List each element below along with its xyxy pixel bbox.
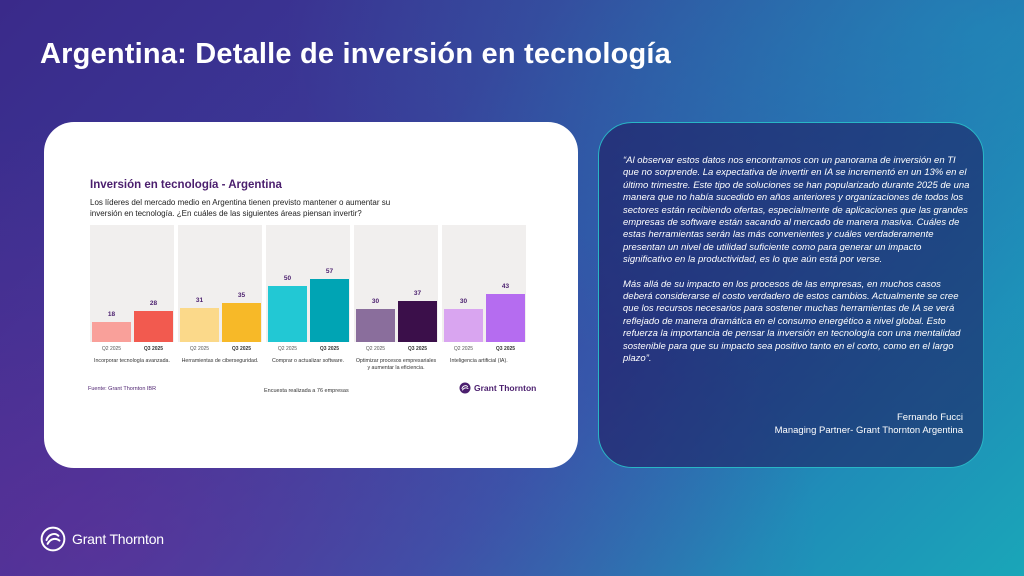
bar-value-label: 43 [501,283,510,290]
quote-text: “Al observar estos datos nos encontramos… [623,155,971,366]
chart-note: Encuesta realizada a 76 empresas [264,388,349,394]
bar-value-label: 57 [325,268,334,275]
chart-bar [268,286,307,342]
chart-bar [398,301,437,342]
bar-value-label: 28 [149,300,158,307]
chart-subtitle: Los líderes del mercado medio en Argenti… [90,198,391,218]
category-label: Herramientas de ciberseguridad. [181,358,259,364]
bar-value-label: 50 [283,275,292,282]
chart-bar [134,311,173,342]
bar-value-label: 30 [459,298,468,305]
quote-role: Managing Partner- Grant Thornton Argenti… [774,425,963,436]
x-tick-label: Q3 2025 [319,346,340,352]
x-tick-label: Q2 2025 [365,346,386,352]
chart-card: Inversión en tecnología - Argentina Los … [44,122,578,468]
footer-logo-text: Grant Thornton [72,531,164,547]
quote-signature: Fernando Fucci Managing Partner- Grant T… [775,411,963,437]
category-label: Optimizar procesos empresariales y aumen… [355,358,437,371]
page-title: Argentina: Detalle de inversión en tecno… [40,38,672,70]
x-tick-label: Q3 2025 [143,346,164,352]
x-tick-label: Q3 2025 [407,346,428,352]
x-tick-label: Q2 2025 [101,346,122,352]
card-logo-text: Grant Thornton [474,383,537,393]
chart-bar [180,308,219,342]
quote-paragraph-2: Más allá de su impacto en los procesos d… [623,278,961,365]
grant-thornton-logo-icon [459,382,471,394]
chart-bar [222,303,261,342]
bar-value-label: 35 [237,292,246,299]
quote-paragraph-1: “Al observar estos datos nos encontramos… [623,155,970,266]
chart-bar [444,309,483,342]
footer-logo: Grant Thornton [40,526,164,552]
bar-value-label: 31 [195,297,204,304]
bar-value-label: 30 [371,298,380,305]
bar-value-label: 18 [107,311,116,318]
chart-bar [356,309,395,342]
chart-bar [310,279,349,342]
x-tick-label: Q2 2025 [189,346,210,352]
chart-bar [486,294,525,342]
chart-source: Fuente: Grant Thornton IBR [88,386,157,392]
category-label: Incorporar tecnología avanzada. [94,358,170,364]
category-label: Inteligencia artificial (IA). [450,358,508,364]
quote-box: “Al observar estos datos nos encontramos… [598,122,984,468]
bar-value-label: 37 [413,290,422,297]
x-tick-label: Q2 2025 [453,346,474,352]
quote-author: Fernando Fucci [896,412,963,423]
chart-bar [92,322,131,342]
card-logo: Grant Thornton [459,382,536,394]
x-tick-label: Q2 2025 [277,346,298,352]
x-tick-label: Q3 2025 [231,346,252,352]
category-label: Comprar o actualizar software. [271,358,345,364]
grant-thornton-logo-icon [40,526,66,552]
x-tick-label: Q3 2025 [495,346,516,352]
chart-title: Inversión en tecnología - Argentina [90,179,282,191]
